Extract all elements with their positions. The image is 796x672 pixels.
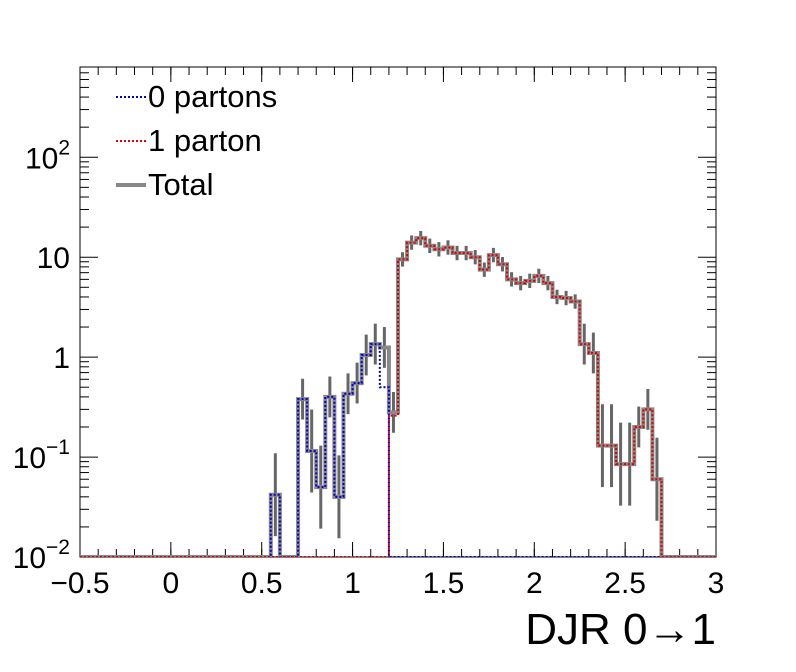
x-tick-label: 2 — [526, 567, 543, 600]
legend: 0 partons 1 parton Total — [116, 79, 277, 202]
x-tick-label: 2.5 — [604, 567, 646, 600]
y-tick-base: 10 — [13, 442, 46, 475]
x-tick-label: 1.5 — [423, 567, 465, 600]
axis-ticks — [79, 66, 717, 558]
y-tick-label: 10−1 — [13, 436, 70, 475]
x-tick-label: 0 — [163, 567, 180, 600]
y-tick-base: 1 — [53, 342, 70, 375]
y-tick-base: 10 — [13, 542, 46, 575]
y-tick-label: 10−2 — [13, 536, 70, 575]
y-tick-exponent: −1 — [46, 436, 70, 459]
x-tick-labels: −0.5 0 0.5 1 1.5 2 2.5 3 — [50, 567, 724, 600]
y-tick-exponent: −2 — [46, 536, 70, 559]
y-tick-label: 10 — [37, 242, 70, 275]
legend-label: 0 partons — [148, 79, 277, 114]
series-1-parton-line — [80, 237, 716, 557]
y-tick-label: 1 — [53, 342, 70, 375]
legend-label: Total — [148, 167, 213, 202]
series-0-partons-line — [80, 343, 716, 557]
y-tick-base: 10 — [37, 242, 70, 275]
x-axis-title: DJR 0→1 — [525, 605, 716, 654]
x-tick-label: 1 — [344, 567, 361, 600]
y-tick-base: 10 — [25, 142, 58, 175]
legend-label: 1 parton — [148, 123, 262, 158]
x-tick-label: 3 — [708, 567, 725, 600]
x-tick-label: −0.5 — [50, 567, 109, 600]
series-group — [80, 230, 716, 557]
x-tick-label: 0.5 — [241, 567, 283, 600]
y-tick-exponent: 2 — [58, 136, 70, 159]
y-tick-label: 102 — [25, 136, 70, 175]
